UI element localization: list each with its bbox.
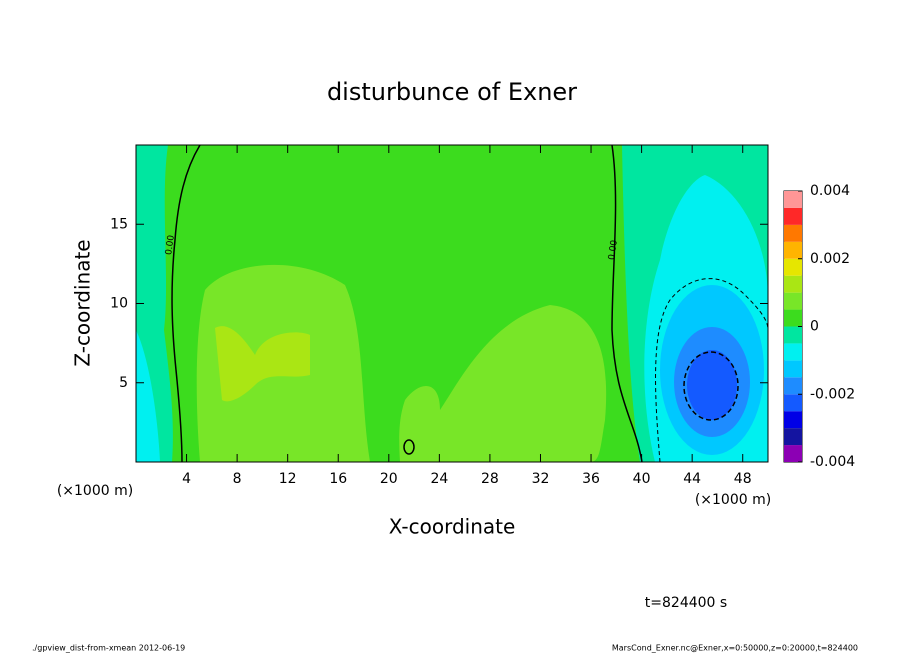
x-tick-label: 28 — [481, 471, 499, 487]
x-unit: (×1000 m) — [695, 492, 771, 508]
colorbar-swatch — [784, 191, 802, 208]
contour-line — [683, 351, 739, 421]
x-tick-label: 32 — [532, 471, 550, 487]
colorbar-swatch — [784, 309, 802, 327]
x-tick-label: 48 — [734, 471, 752, 487]
x-tick-label: 40 — [633, 471, 651, 487]
contour-field — [136, 145, 768, 462]
colorbar-swatch — [784, 428, 802, 446]
colorbar-swatch — [784, 275, 802, 293]
colorbar-swatch — [784, 445, 802, 462]
colorbar-swatch — [784, 394, 802, 412]
y-axis-label: Z-coordinate — [71, 239, 95, 366]
colorbar-swatch — [784, 224, 802, 242]
field-region — [399, 305, 607, 462]
colorbar-swatch — [784, 360, 802, 378]
colorbar-tick-label: -0.002 — [810, 386, 855, 402]
x-tick-label: 12 — [279, 471, 297, 487]
colorbar-tick-label: 0.004 — [810, 183, 850, 199]
colorbar-swatch — [784, 241, 802, 259]
y-tick-label: 10 — [110, 296, 128, 312]
x-tick-label: 8 — [233, 471, 242, 487]
colorbar-swatch — [784, 343, 802, 361]
colorbar-tick-label: 0.002 — [810, 251, 850, 267]
field-region — [136, 330, 160, 462]
colorbar-tick-label: -0.004 — [810, 454, 855, 470]
footer-right: MarsCond_Exner.nc@Exner,x=0:50000,z=0:20… — [612, 644, 858, 653]
chart-title: disturbunce of Exner — [327, 78, 577, 106]
x-tick-label: 36 — [582, 471, 600, 487]
y-tick-label: 5 — [119, 375, 128, 391]
x-axis-label: X-coordinate — [389, 515, 516, 539]
x-tick-label: 24 — [430, 471, 448, 487]
colorbar-tick-label: 0 — [810, 319, 819, 335]
contour-line — [403, 439, 415, 455]
x-tick-label: 16 — [329, 471, 347, 487]
y-tick-label: 15 — [110, 216, 128, 232]
colorbar-swatch — [784, 292, 802, 310]
footer-left: ./gpview_dist-from-xmean 2012-06-19 — [32, 644, 185, 653]
colorbar-swatch — [784, 207, 802, 225]
field-region — [215, 326, 310, 402]
contour-line — [611, 145, 643, 462]
colorbar-swatch — [784, 258, 802, 276]
contour-label: 0.00 — [164, 234, 177, 256]
x-tick-label: 20 — [380, 471, 398, 487]
x-tick-label: 44 — [683, 471, 701, 487]
field-region — [687, 350, 737, 420]
x-tick-label: 4 — [182, 471, 191, 487]
colorbar-swatch — [784, 326, 802, 344]
time-label: t=824400 s — [645, 595, 727, 611]
colorbar-swatch — [784, 377, 802, 395]
contour-label: 0.00 — [607, 239, 620, 261]
contour-line — [171, 145, 201, 462]
y-unit: (×1000 m) — [57, 483, 133, 499]
colorbar-swatch — [784, 411, 802, 429]
